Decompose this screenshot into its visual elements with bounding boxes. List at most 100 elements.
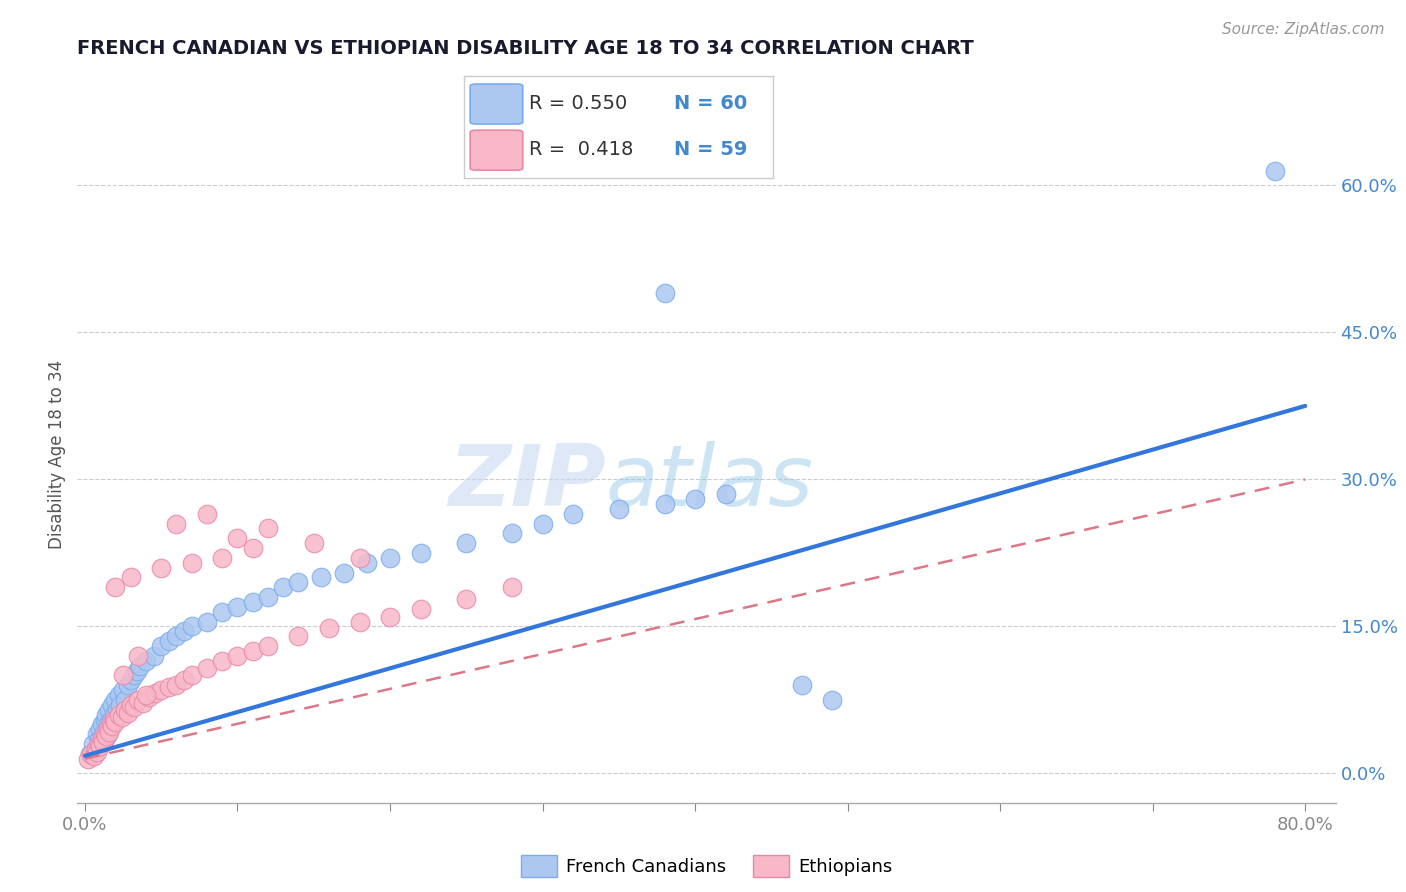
Point: [378, 550, 401, 565]
Point: [98, 725, 121, 739]
Point: [456, 536, 478, 550]
Point: [103, 713, 125, 727]
Point: [302, 536, 325, 550]
Point: [349, 550, 371, 565]
Point: [89, 723, 111, 737]
Point: [89, 739, 111, 753]
FancyBboxPatch shape: [470, 84, 523, 124]
Point: [87, 737, 110, 751]
Text: N = 59: N = 59: [675, 140, 748, 159]
Point: [132, 696, 155, 710]
Point: [89, 737, 111, 751]
Point: [211, 654, 233, 668]
Point: [104, 715, 127, 730]
Point: [101, 698, 124, 712]
Point: [105, 703, 128, 717]
Text: FRENCH CANADIAN VS ETHIOPIAN DISABILITY AGE 18 TO 34 CORRELATION CHART: FRENCH CANADIAN VS ETHIOPIAN DISABILITY …: [77, 39, 974, 58]
Point: [122, 668, 145, 682]
Y-axis label: Disability Age 18 to 34: Disability Age 18 to 34: [48, 360, 66, 549]
Point: [157, 680, 180, 694]
Point: [378, 609, 401, 624]
Point: [110, 709, 132, 723]
Text: N = 60: N = 60: [675, 94, 748, 113]
Point: [790, 678, 813, 692]
Point: [607, 501, 630, 516]
Point: [1264, 163, 1286, 178]
Point: [77, 752, 100, 766]
Point: [714, 487, 737, 501]
Point: [287, 629, 309, 643]
Point: [318, 621, 340, 635]
Point: [97, 723, 120, 737]
Point: [257, 590, 280, 604]
Point: [84, 742, 107, 756]
Point: [127, 648, 149, 663]
Point: [97, 727, 120, 741]
Point: [90, 717, 112, 731]
Point: [142, 648, 165, 663]
Point: [84, 742, 107, 756]
Point: [114, 703, 136, 717]
Point: [104, 580, 127, 594]
Point: [150, 683, 173, 698]
Point: [86, 727, 108, 741]
Point: [195, 615, 218, 629]
Point: [143, 686, 166, 700]
Point: [98, 703, 121, 717]
Point: [86, 745, 108, 759]
Point: [82, 737, 104, 751]
Point: [138, 690, 160, 704]
Point: [135, 654, 157, 668]
Point: [166, 678, 188, 692]
Point: [120, 698, 142, 712]
Point: [242, 644, 264, 658]
Point: [349, 615, 371, 629]
Point: [79, 747, 101, 761]
Point: [135, 688, 157, 702]
Point: [83, 748, 105, 763]
Point: [100, 717, 122, 731]
Text: atlas: atlas: [606, 442, 814, 524]
Point: [226, 599, 249, 614]
Point: [107, 688, 129, 702]
Point: [120, 570, 142, 584]
Point: [211, 605, 233, 619]
Point: [501, 580, 523, 594]
Point: [112, 683, 135, 698]
Point: [562, 507, 585, 521]
Point: [114, 693, 136, 707]
Point: [94, 727, 117, 741]
Point: [226, 648, 249, 663]
Point: [120, 673, 142, 688]
Point: [456, 591, 478, 606]
Point: [107, 707, 129, 722]
Point: [122, 699, 145, 714]
Point: [103, 707, 125, 722]
Text: R =  0.418: R = 0.418: [529, 140, 633, 159]
Point: [242, 595, 264, 609]
Point: [150, 639, 173, 653]
Point: [501, 526, 523, 541]
Point: [150, 560, 173, 574]
Point: [211, 550, 233, 565]
Point: [101, 719, 124, 733]
Point: [311, 570, 333, 584]
Point: [195, 507, 218, 521]
Point: [180, 556, 202, 570]
Point: [117, 678, 139, 692]
Point: [100, 713, 122, 727]
Point: [821, 693, 844, 707]
Point: [173, 673, 195, 688]
Point: [166, 516, 188, 531]
Point: [654, 286, 676, 301]
Point: [531, 516, 554, 531]
Point: [180, 668, 202, 682]
Point: [97, 717, 120, 731]
Point: [409, 601, 432, 615]
Point: [125, 664, 148, 678]
Legend: French Canadians, Ethiopians: French Canadians, Ethiopians: [513, 847, 900, 884]
Point: [108, 698, 131, 712]
Point: [180, 619, 202, 633]
Point: [242, 541, 264, 555]
Point: [333, 566, 356, 580]
